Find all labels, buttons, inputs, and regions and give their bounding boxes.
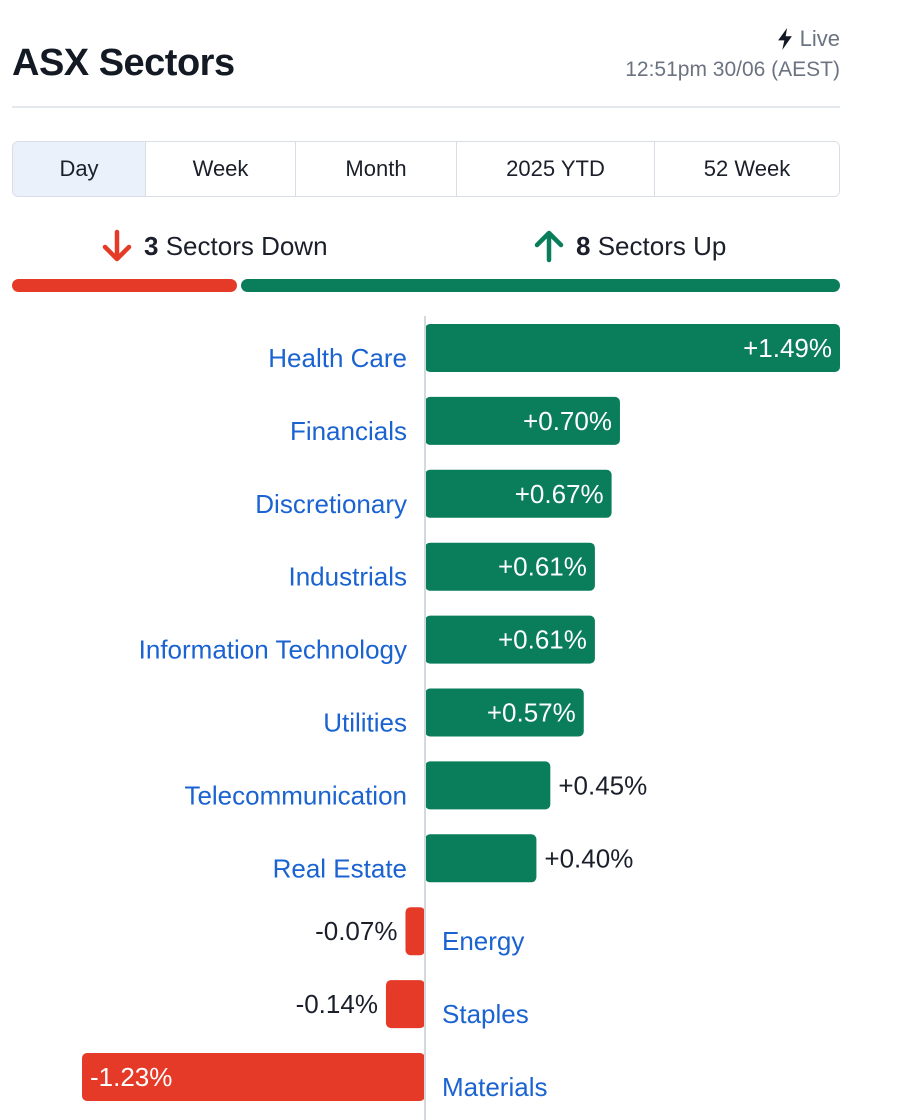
lightning-bolt-icon [777, 28, 792, 50]
sector-link-utilities[interactable]: Utilities [323, 708, 407, 738]
value-label-energy: -0.07% [315, 916, 397, 946]
bar-health-care [425, 324, 840, 372]
sector-link-telecommunication[interactable]: Telecommunication [184, 780, 407, 810]
ratio-down-segment [12, 279, 237, 292]
bar-telecommunication [425, 761, 551, 810]
value-label-telecommunication: +0.45% [558, 770, 647, 800]
sectors-up-summary: 8 Sectors Up [532, 228, 726, 264]
sectors-up-label: Sectors Up [597, 230, 727, 261]
value-label-staples: -0.14% [296, 989, 378, 1019]
value-label-discretionary: +0.67% [515, 479, 604, 509]
widget-title: ASX Sectors [12, 42, 235, 84]
tab-2025-ytd[interactable]: 2025 YTD [457, 142, 655, 196]
sector-link-industrials[interactable]: Industrials [289, 562, 408, 592]
sector-link-materials[interactable]: Materials [442, 1072, 547, 1102]
sector-bar-chart: +1.49% Health Care +0.70% Financials +0.67% D… [82, 324, 840, 1102]
bar-utilities [425, 688, 584, 737]
tab-day[interactable]: Day [13, 142, 146, 196]
sectors-up-count: 8 [576, 230, 591, 261]
arrow-up-icon [534, 230, 564, 263]
period-tabs: Day Week Month 2025 YTD 52 Week [12, 141, 840, 197]
bar-financials [425, 396, 620, 445]
value-label-financials: +0.70% [523, 406, 612, 436]
sectors-down-summary: 3 Sectors Down [100, 228, 328, 264]
sectors-down-count: 3 [144, 230, 159, 261]
tab-52-week[interactable]: 52 Week [655, 142, 839, 196]
value-label-industrials: +0.61% [498, 552, 587, 582]
bar-discretionary [425, 469, 612, 518]
value-label-real-estate: +0.40% [544, 843, 633, 873]
bar-industrials [425, 542, 595, 591]
bar-materials [82, 1053, 425, 1101]
arrow-down-icon [102, 229, 132, 262]
ratio-up-segment [240, 279, 840, 292]
value-label-materials: -1.23% [90, 1062, 172, 1092]
bar-energy [405, 907, 425, 956]
sector-link-discretionary[interactable]: Discretionary [255, 489, 407, 519]
timestamp: 12:51pm 30/06 (AEST) [625, 58, 840, 81]
header-divider [12, 106, 840, 108]
bar-real-estate [425, 834, 537, 883]
sector-link-health-care[interactable]: Health Care [268, 343, 407, 373]
live-label: Live [799, 26, 840, 51]
zero-axis-line [424, 316, 426, 1120]
up-down-ratio-bar [12, 279, 840, 292]
sectors-down-label: Sectors Down [165, 230, 328, 261]
sector-link-information-technology[interactable]: Information Technology [139, 635, 407, 665]
value-label-information-technology: +0.61% [498, 625, 587, 655]
sector-link-energy[interactable]: Energy [442, 926, 524, 956]
live-indicator: Live [776, 26, 840, 52]
value-label-health-care: +1.49% [743, 333, 832, 363]
value-label-utilities: +0.57% [487, 698, 576, 728]
sector-link-real-estate[interactable]: Real Estate [273, 853, 407, 883]
tab-month[interactable]: Month [296, 142, 457, 196]
bar-information-technology [425, 615, 595, 664]
tab-week[interactable]: Week [146, 142, 296, 196]
sector-link-financials[interactable]: Financials [290, 416, 407, 446]
sector-link-staples[interactable]: Staples [442, 999, 529, 1029]
bar-staples [385, 980, 425, 1029]
